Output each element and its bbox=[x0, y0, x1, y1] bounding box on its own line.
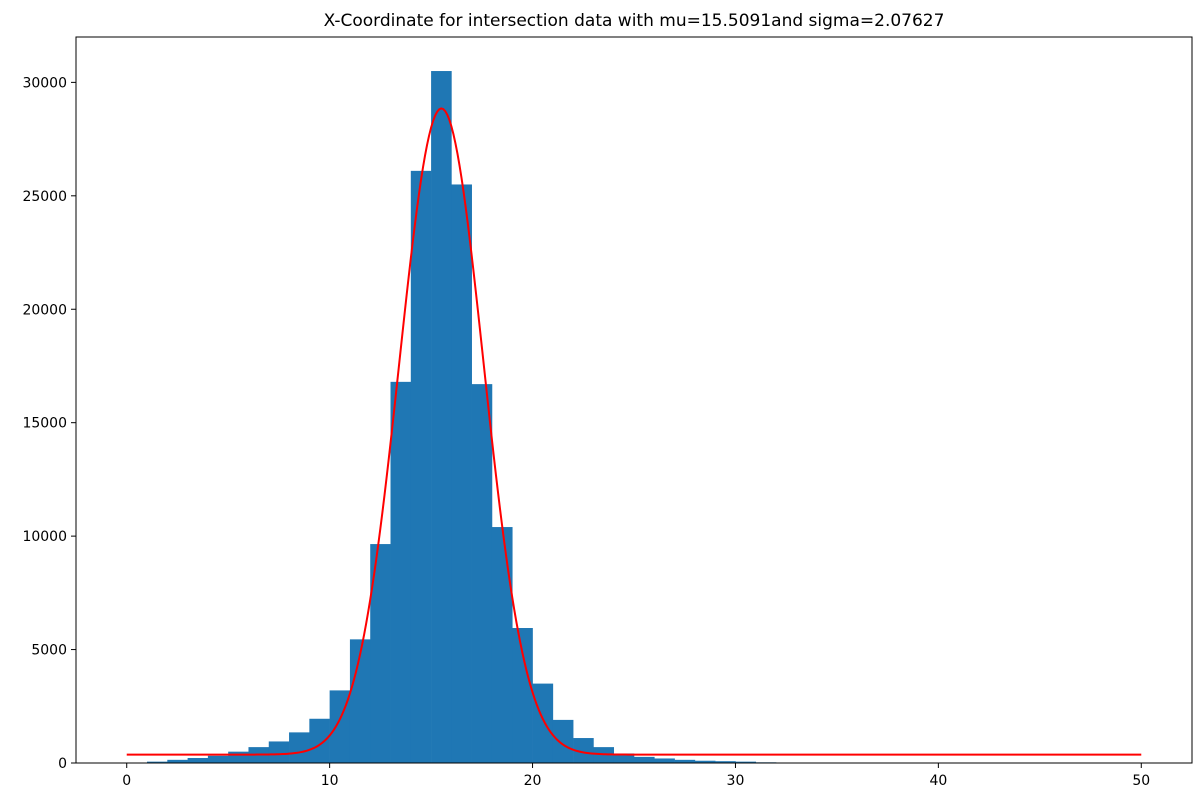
plot-frame bbox=[75, 36, 1193, 764]
histogram-bar bbox=[390, 381, 412, 763]
x-tick-label: 20 bbox=[524, 773, 542, 789]
y-tick-label: 15000 bbox=[22, 416, 67, 432]
x-axis: 0 10 20 30 40 50 bbox=[122, 763, 1150, 789]
y-tick-label: 30000 bbox=[22, 75, 67, 91]
histogram-bar bbox=[207, 755, 229, 763]
x-tick-label: 0 bbox=[122, 773, 131, 789]
gaussian-fit-line bbox=[126, 107, 1142, 756]
histogram-bar bbox=[147, 761, 168, 763]
histogram-bar bbox=[431, 71, 452, 763]
histogram-bar bbox=[634, 756, 655, 763]
y-tick-label: 25000 bbox=[22, 189, 67, 205]
x-tick-label: 30 bbox=[727, 773, 745, 789]
histogram-bar bbox=[370, 544, 391, 763]
histogram-bar bbox=[349, 639, 371, 763]
histogram-bar bbox=[613, 753, 635, 763]
y-tick-label: 0 bbox=[58, 756, 67, 772]
x-tick-label: 50 bbox=[1132, 773, 1150, 789]
histogram-bar bbox=[410, 170, 432, 763]
histogram-bar bbox=[532, 683, 554, 763]
x-tick-label: 40 bbox=[929, 773, 947, 789]
histogram-bars bbox=[126, 71, 1142, 763]
histogram-bar bbox=[654, 758, 675, 763]
histogram-bar bbox=[694, 760, 716, 763]
chart-title: X-Coordinate for intersection data with … bbox=[324, 11, 945, 31]
y-tick-label: 10000 bbox=[22, 529, 67, 545]
histogram-bar bbox=[187, 758, 209, 763]
histogram-bar bbox=[289, 732, 310, 763]
y-tick-label: 5000 bbox=[31, 643, 67, 659]
y-tick-label: 20000 bbox=[22, 302, 67, 318]
histogram-bar bbox=[471, 384, 493, 763]
histogram-bar bbox=[228, 751, 249, 763]
histogram-bar bbox=[715, 761, 736, 763]
histogram-bar bbox=[674, 759, 696, 763]
histogram-bar bbox=[309, 718, 330, 763]
histogram-bar bbox=[451, 184, 472, 763]
histogram-bar bbox=[167, 759, 188, 763]
histogram-bar bbox=[512, 628, 533, 763]
x-tick-label: 10 bbox=[321, 773, 339, 789]
histogram-bar bbox=[552, 719, 574, 763]
histogram-bar bbox=[491, 527, 513, 763]
y-axis: 0 5000 10000 15000 20000 25000 30000 bbox=[22, 75, 76, 772]
histogram-bar bbox=[268, 741, 290, 763]
histogram-bar bbox=[573, 738, 594, 763]
histogram-bar bbox=[735, 761, 757, 763]
